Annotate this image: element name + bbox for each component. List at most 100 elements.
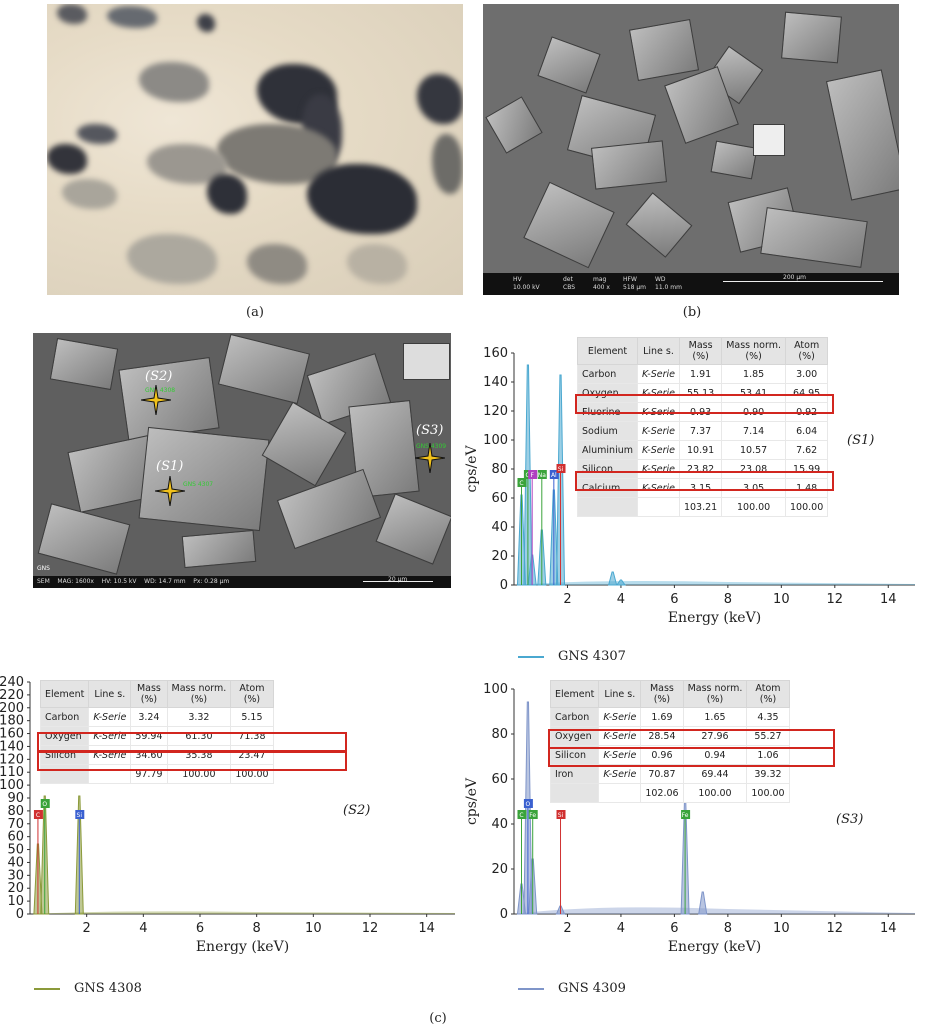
table-cell: Iron xyxy=(549,764,600,784)
sem-wd: WD 11.0 mm xyxy=(655,276,682,291)
table-header-cell: Mass (%) xyxy=(678,337,723,365)
table-cell xyxy=(598,783,642,803)
element-marker-label: O xyxy=(526,801,531,808)
table-row: Sodium K-Serie 7.37 7.14 6.04 xyxy=(577,421,829,441)
spectrum-point-s2: (S2) xyxy=(343,803,371,818)
sem-footer-text: SEM MAG: 1600x HV: 10.5 kV WD: 14.7 mm P… xyxy=(37,578,230,585)
table-cell: 3.24 xyxy=(130,707,168,727)
y-tick-label: 60 xyxy=(491,772,508,787)
x-tick-label: 8 xyxy=(724,921,732,936)
y-tick-label: 40 xyxy=(7,855,24,870)
table-cell: K-Serie xyxy=(637,440,680,460)
element-marker-tag xyxy=(537,470,547,479)
eds-table-s1: Element Line s. Mass (%) Mass norm. (%) Atom (%… xyxy=(577,337,829,517)
element-marker-label: Si xyxy=(558,466,564,473)
highlight-silicon-s3 xyxy=(548,747,835,767)
table-cell: Aluminium xyxy=(577,440,638,460)
table-row: 102.06 100.00 100.00 xyxy=(549,783,790,803)
x-tick-label: 12 xyxy=(362,921,379,936)
table-row: Oxygen K-Serie 28.54 27.96 55.27 xyxy=(549,726,790,746)
sem-info-bar: HV 10.00 kV det CBS mag 400 x HFW 518 μm WD 1… xyxy=(483,273,899,295)
x-axis-label: Energy (keV) xyxy=(668,939,761,955)
x-axis-label: Energy (keV) xyxy=(668,610,761,626)
element-marker-label: Fe xyxy=(682,812,689,819)
point-tag-s2: GNS 4308 xyxy=(145,387,176,394)
table-cell: Sodium xyxy=(577,421,638,441)
table-header-row: Element Line s. Mass (%) Mass norm. (%) Atom (%… xyxy=(39,680,274,708)
highlight-oxygen-s2 xyxy=(37,732,347,752)
caption-b: (b) xyxy=(682,305,702,320)
table-row: 103.21 100.00 100.00 xyxy=(577,497,829,517)
y-tick-label: 240 xyxy=(0,675,24,690)
table-header-cell: Mass norm. (%) xyxy=(166,680,232,708)
table-cell: Oxygen xyxy=(577,383,638,403)
y-tick-label: 100 xyxy=(483,433,508,448)
table-cell xyxy=(549,783,600,803)
table-cell: 100.00 xyxy=(785,497,829,517)
sem-mag: mag 400 x xyxy=(593,276,610,291)
element-marker-tag xyxy=(517,810,527,819)
y-tick-label: 20 xyxy=(491,549,508,564)
element-marker-tag xyxy=(681,810,691,819)
x-tick-label: 2 xyxy=(83,921,91,936)
table-row: Iron K-Serie 70.87 69.44 39.32 xyxy=(549,764,790,784)
y-tick-label: 100 xyxy=(483,682,508,697)
y-tick-label: 20 xyxy=(7,881,24,896)
table-row: Calcium K-Serie 3.15 3.05 1.48 xyxy=(577,478,829,498)
table-cell: 5.15 xyxy=(230,707,274,727)
star-marker-s1 xyxy=(155,476,185,506)
caption-c: (c) xyxy=(429,1011,447,1026)
element-marker-tag xyxy=(549,470,559,479)
element-marker-label: C xyxy=(36,812,40,819)
table-cell xyxy=(637,497,680,517)
scale-bar xyxy=(723,281,883,282)
y-tick-label: 0 xyxy=(500,907,508,922)
y-tick-label: 0 xyxy=(16,907,24,922)
point-tag-s1: GNS 4307 xyxy=(183,481,214,488)
sem-footer-bar: SEM MAG: 1600x HV: 10.5 kV WD: 14.7 mm P… xyxy=(33,576,451,588)
x-tick-label: 2 xyxy=(563,921,571,936)
spectrum-peak xyxy=(698,891,708,915)
table-cell: 103.21 xyxy=(678,497,723,517)
y-tick-label: 140 xyxy=(483,375,508,390)
table-cell: 1.91 xyxy=(678,364,723,384)
y-tick-label: 80 xyxy=(7,804,24,819)
element-marker-label: Al xyxy=(551,472,557,479)
y-tick-label: 60 xyxy=(491,491,508,506)
sem-det: det CBS xyxy=(563,276,576,291)
element-marker-tag xyxy=(517,478,527,487)
element-marker-tag xyxy=(523,799,533,808)
table-cell: 1.65 xyxy=(682,707,748,727)
table-cell: 100.00 xyxy=(682,783,748,803)
spectrum-point-s1: (S1) xyxy=(847,433,875,448)
legend-label-s2: GNS 4308 xyxy=(74,981,142,996)
y-axis-label: cps/eV xyxy=(464,445,480,493)
legend-s3: GNS 4309 xyxy=(518,981,626,996)
y-tick-label: 40 xyxy=(491,520,508,535)
y-tick-label: 120 xyxy=(483,404,508,419)
table-header-row: Element Line s. Mass (%) Mass norm. (%) Atom (%… xyxy=(549,680,790,708)
spectrum-background xyxy=(514,581,915,585)
table-cell: 100.00 xyxy=(721,497,787,517)
sem-image-overview: HV 10.00 kV det CBS mag 400 x HFW 518 μm WD 1… xyxy=(483,4,899,295)
table-cell: 64.95 xyxy=(785,383,829,403)
table-cell: 3.00 xyxy=(785,364,829,384)
y-tick-label: 120 xyxy=(0,752,24,767)
legend-swatch-s2 xyxy=(34,987,60,990)
sample-photo xyxy=(47,4,463,295)
y-tick-label: 90 xyxy=(7,791,24,806)
element-marker-tag xyxy=(33,810,43,819)
x-tick-label: 4 xyxy=(617,921,625,936)
x-tick-label: 12 xyxy=(827,921,844,936)
sem-scale-label-c: 20 μm xyxy=(388,576,408,583)
element-marker-label: F xyxy=(530,472,534,479)
element-marker-tag xyxy=(40,799,50,808)
x-tick-label: 6 xyxy=(196,921,204,936)
x-tick-label: 8 xyxy=(253,921,261,936)
y-tick-label: 160 xyxy=(0,727,24,742)
table-cell: Carbon xyxy=(39,707,90,727)
element-marker-label: Na xyxy=(538,472,546,479)
table-header-cell: Atom (%) xyxy=(785,337,829,365)
element-marker-tag xyxy=(556,464,566,473)
table-header-cell: Mass (%) xyxy=(130,680,168,708)
